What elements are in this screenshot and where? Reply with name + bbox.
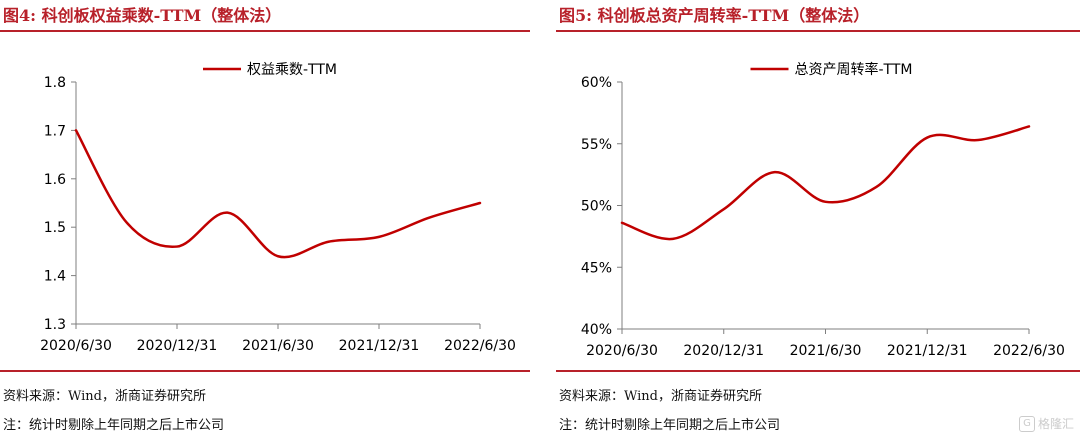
y-tick-label: 1.5 [44,220,66,236]
watermark: G 格隆汇 [1018,415,1074,432]
source-note: 资料来源：Wind，浙商证券研究所 [3,389,206,404]
series-line [620,125,1031,241]
legend-label: 总资产周转率-TTM [795,61,913,78]
x-tick-label: 2021/12/31 [339,338,420,354]
chart-panel-left: 图4: 科创板权益乘数-TTM（整体法） 1.3 1.4 1.5 1.6 1.7 1.8 2… [0,0,530,436]
chart-panel-right: 图5: 科创板总资产周转率-TTM（整体法） 40% 45% 50% 55% 60% 20… [556,0,1080,436]
watermark-logo-icon: G [1018,415,1035,432]
series-line [74,129,482,259]
y-tick-label: 60% [581,75,612,91]
y-tick-label: 55% [581,137,612,153]
asset-turnover-chart: 40% 45% 50% 55% 60% 2020/6/30 2020/12/31 2021/6… [581,61,1065,359]
figure-title: 图5: 科创板总资产周转率-TTM（整体法） [559,6,870,25]
source-note: 资料来源：Wind，浙商证券研究所 [559,389,762,404]
x-tick-label: 2020/12/31 [683,343,764,359]
equity-multiplier-chart: 1.3 1.4 1.5 1.6 1.7 1.8 2020/6/30 2020/12/31 202… [40,62,516,354]
y-tick-label: 1.8 [44,75,66,91]
y-tick-label: 45% [581,260,612,276]
watermark-text: 格隆汇 [1037,417,1074,431]
remark-note: 注：统计时剔除上年同期之后上市公司 [3,418,225,433]
footer-rule [556,370,1080,372]
x-tick-label: 2021/12/31 [887,343,968,359]
title-rule [556,30,1080,32]
x-tick-label: 2020/6/30 [586,343,658,359]
x-tick-label: 2021/6/30 [790,343,862,359]
figure-title: 图4: 科创板权益乘数-TTM（整体法） [3,6,282,25]
x-tick-label: 2022/6/30 [993,343,1065,359]
x-tick-label: 2022/6/30 [444,338,516,354]
title-rule [0,30,530,32]
x-tick-label: 2021/6/30 [242,338,314,354]
remark-note: 注：统计时剔除上年同期之后上市公司 [559,418,781,433]
y-tick-label: 40% [581,322,612,338]
x-tick-label: 2020/12/31 [137,338,218,354]
y-tick-label: 1.7 [44,123,66,139]
x-tick-label: 2020/6/30 [40,338,112,354]
legend-label: 权益乘数-TTM [247,62,337,78]
footer-rule [0,370,530,372]
y-tick-label: 50% [581,199,612,215]
y-tick-label: 1.3 [44,317,66,333]
y-tick-label: 1.4 [44,269,66,285]
y-tick-label: 1.6 [44,172,66,188]
